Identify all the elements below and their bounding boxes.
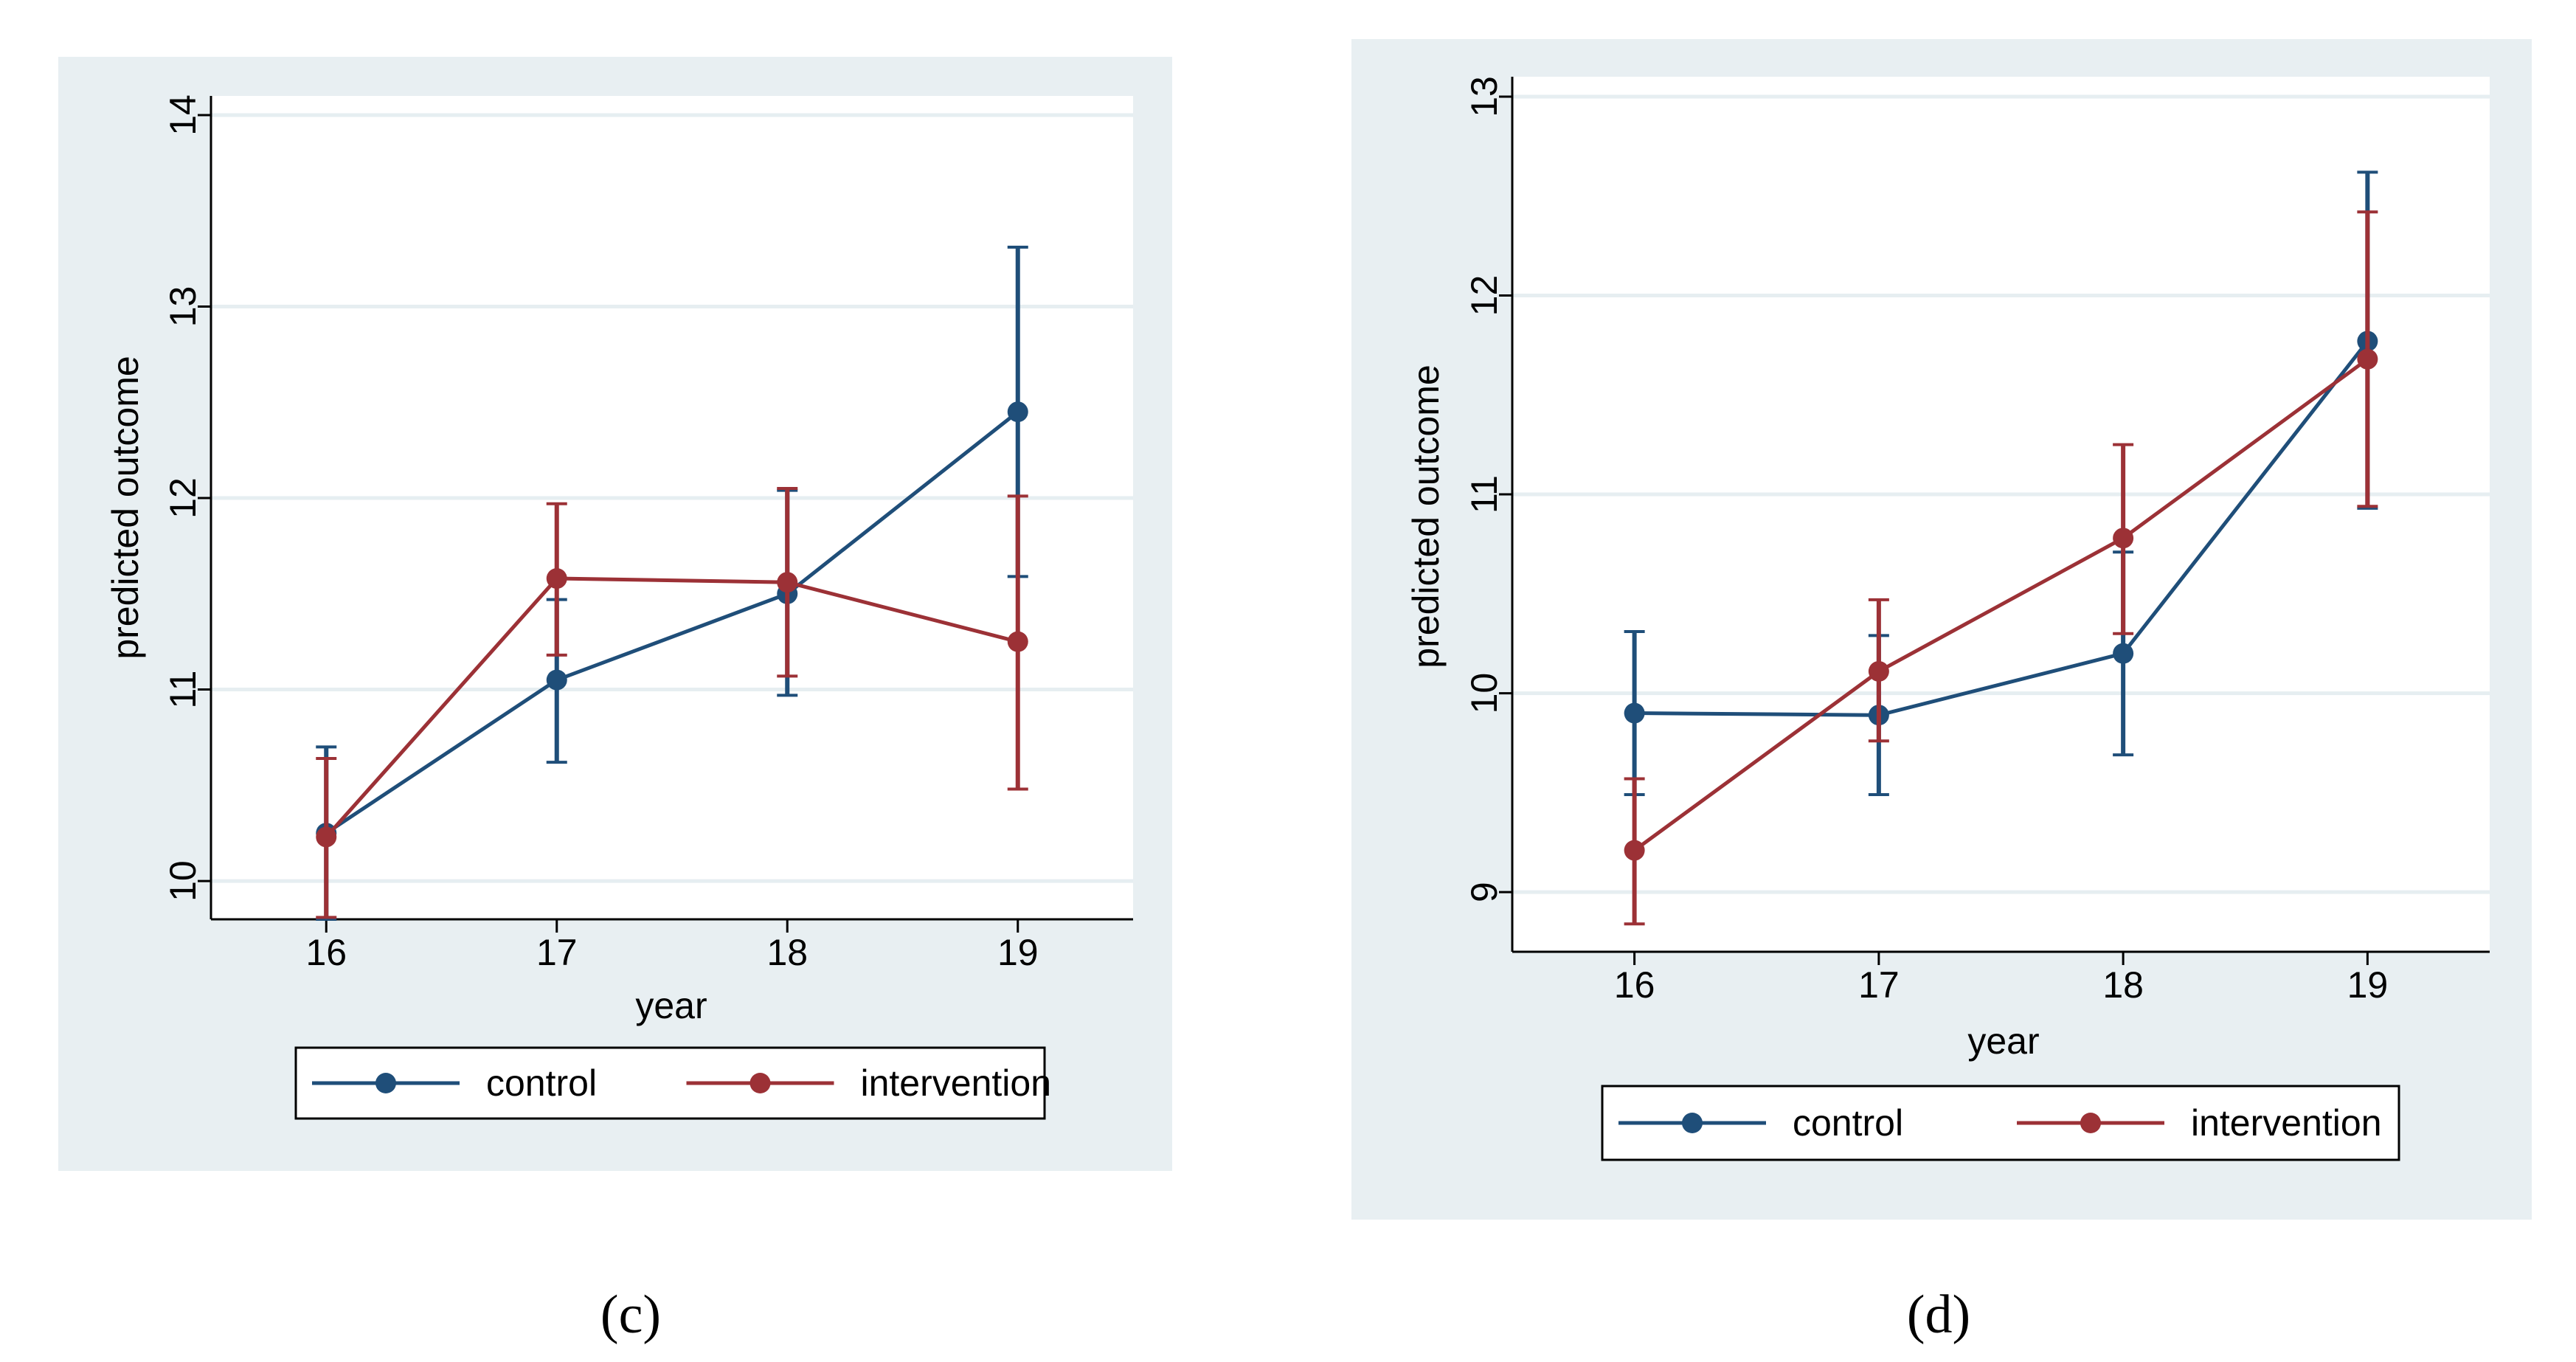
series-intervention — [316, 487, 1028, 919]
series-line — [1633, 357, 2369, 852]
panel-caption: (d) — [1907, 1285, 1970, 1345]
x-tick-label: 16 — [1614, 964, 1655, 1006]
series-intervention — [1624, 210, 2378, 926]
y-axis-title: predicted outcome — [1405, 364, 1447, 668]
data-point — [1007, 631, 1028, 652]
data-point — [546, 669, 567, 691]
data-point — [777, 572, 798, 593]
chart-panel-d: 9 10 11 12 13 16 17 18 19 year predicted outcome co… — [1351, 39, 2532, 1220]
legend-label: intervention — [2191, 1102, 2382, 1144]
plot-area — [211, 96, 1133, 919]
y-tick-label: 13 — [162, 286, 204, 328]
x-axis-title: year — [1967, 1020, 2039, 1062]
x-tick-label: 19 — [2347, 964, 2389, 1006]
legend-item-control: control — [1618, 1102, 1903, 1144]
y-tick-label: 11 — [1464, 475, 1505, 514]
x-tick-label: 19 — [997, 932, 1039, 973]
legend-swatch-marker — [749, 1073, 771, 1093]
legend: control intervention — [1601, 1085, 2400, 1161]
y-axis-title: predicted outcome — [105, 356, 146, 659]
y-tick-label: 12 — [162, 477, 204, 519]
data-point — [2113, 643, 2134, 664]
legend-swatch-marker — [375, 1073, 396, 1093]
legend-label: control — [1793, 1102, 1903, 1144]
plot-area — [1512, 77, 2490, 952]
data-point — [2113, 528, 2134, 549]
legend-label: control — [486, 1062, 597, 1104]
x-tick-label: 17 — [536, 932, 578, 973]
x-tick-label: 18 — [766, 932, 808, 973]
legend-swatch-marker — [2080, 1113, 2101, 1133]
series-line — [325, 576, 1019, 839]
y-tick-label: 13 — [1464, 76, 1505, 117]
data-point — [316, 826, 337, 848]
y-tick-label: 10 — [1464, 673, 1505, 714]
legend-item-control: control — [312, 1062, 597, 1104]
data-point — [1624, 840, 1645, 861]
panel-caption: (c) — [600, 1285, 661, 1345]
legend-label: intervention — [861, 1062, 1052, 1104]
y-tick-label: 9 — [1464, 882, 1505, 902]
legend-item-intervention: intervention — [2017, 1102, 2382, 1144]
chart-panel-c: 10 11 12 13 14 16 17 18 19 year predicted outcome c… — [58, 57, 1172, 1171]
legend-item-intervention: intervention — [686, 1062, 1052, 1104]
data-point — [1624, 702, 1645, 724]
x-tick-label: 16 — [305, 932, 347, 973]
data-point — [1868, 660, 1889, 682]
x-axis-title: year — [635, 985, 707, 1026]
data-point — [1007, 401, 1028, 423]
y-tick-label: 10 — [162, 860, 204, 902]
x-tick-label: 17 — [1858, 964, 1900, 1006]
x-tick-label: 18 — [2102, 964, 2144, 1006]
y-tick-label: 14 — [162, 94, 204, 136]
y-tick-label: 12 — [1464, 275, 1505, 317]
y-tick-label: 11 — [162, 671, 204, 709]
data-point — [546, 568, 567, 590]
legend: control intervention — [294, 1046, 1052, 1120]
data-point — [2357, 348, 2378, 370]
series-line — [325, 410, 1019, 835]
series-line — [1634, 339, 2369, 717]
legend-swatch-marker — [1682, 1113, 1703, 1133]
